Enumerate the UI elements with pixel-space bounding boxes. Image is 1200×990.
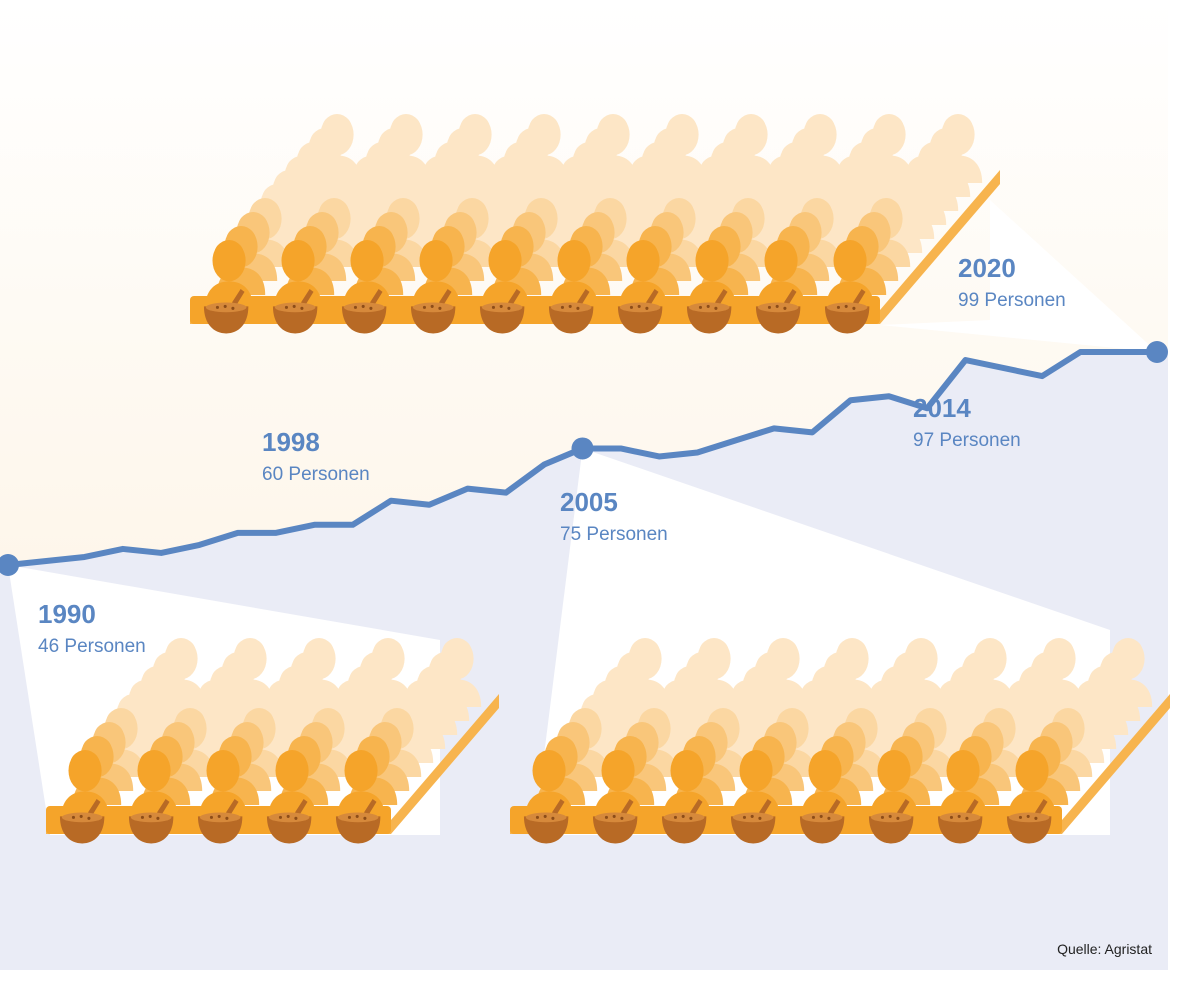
crowd-1990	[46, 637, 499, 844]
annotation-year-2014: 2014	[913, 393, 971, 423]
annotation-2020: 2020 99 Personen	[958, 253, 1066, 311]
line-series	[0, 341, 1168, 576]
source-note: Quelle: Agristat	[1057, 941, 1152, 957]
annotation-2005: 2005 75 Personen	[560, 487, 668, 545]
annotation-value-2020: 99 Personen	[958, 290, 1066, 311]
callout-wedge-2020	[880, 200, 1157, 352]
annotation-year-1998: 1998	[262, 427, 320, 457]
annotation-value-2014: 97 Personen	[913, 430, 1021, 451]
annotation-year-2005: 2005	[560, 487, 618, 517]
annotation-value-1990: 46 Personen	[38, 636, 146, 657]
annotation-year-2020: 2020	[958, 253, 1016, 283]
annotation-value-2005: 75 Personen	[560, 524, 668, 545]
crowd-2020	[190, 113, 1000, 334]
data-point-1990	[0, 554, 19, 576]
crowd-2005-base	[510, 806, 1062, 834]
data-point-2005	[571, 437, 594, 460]
annotation-year-1990: 1990	[38, 599, 96, 629]
annotation-1998: 1998 60 Personen	[262, 427, 370, 485]
annotation-value-1998: 60 Personen	[262, 464, 370, 485]
crowd-illustrations	[46, 113, 1170, 844]
annotation-1990: 1990 46 Personen	[38, 599, 146, 657]
data-point-2020	[1146, 341, 1168, 363]
crowd-2005	[510, 637, 1170, 844]
annotation-2014: 2014 97 Personen	[913, 393, 1021, 451]
